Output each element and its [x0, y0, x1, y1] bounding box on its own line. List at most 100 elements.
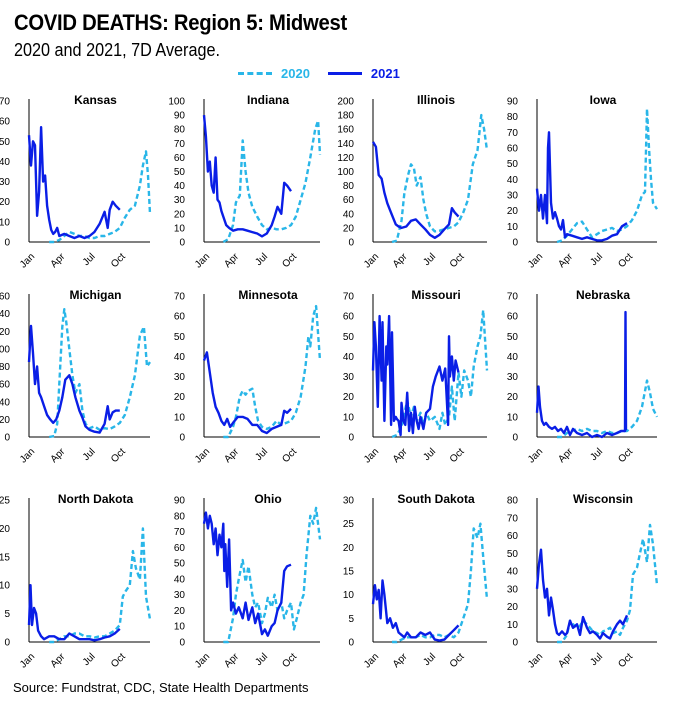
y-tick-label: 10 [507, 620, 519, 631]
y-tick-label: 10 [507, 222, 519, 233]
y-tick-label: 0 [179, 433, 185, 444]
chart-panel-indiana: Indiana 0 10 20 30 40 50 60 70 80 90 100 Jan Apr Jul Oc… [168, 93, 322, 271]
y-tick-label: 70 [174, 139, 186, 150]
y-tick-label: 20 [507, 602, 519, 613]
y-tick-label: 10 [174, 223, 186, 234]
y-tick-label: 60 [343, 312, 355, 323]
y-tick-label: 30 [174, 372, 186, 383]
y-tick-label: 120 [337, 153, 354, 164]
x-tick-label: Oct [616, 651, 635, 670]
y-tick-label: 10 [0, 581, 10, 592]
x-tick-label: Oct [448, 251, 467, 270]
chart-title: Iowa [590, 93, 617, 107]
y-tick-label: 20 [0, 197, 10, 208]
y-tick-label: 30 [343, 496, 355, 507]
series-line-2020 [392, 522, 489, 644]
series-line-2021 [371, 141, 460, 240]
y-tick-label: 40 [0, 397, 10, 408]
series-line-2021 [371, 314, 460, 437]
y-tick-label: 0 [348, 238, 354, 249]
x-tick-label: Apr [556, 446, 575, 465]
y-tick-label: 40 [0, 157, 10, 168]
chart-title: Kansas [74, 93, 117, 107]
series-line-2020 [391, 113, 489, 244]
series-line-2020 [557, 523, 659, 644]
chart-panel-north-dakota: North Dakota 0 5 10 15 20 25 Jan Apr Jul Oct [0, 492, 152, 671]
x-tick-label: Jan [193, 446, 212, 465]
series-line-2021 [202, 114, 292, 238]
page-title: COVID DEATHS: Region 5: Midwest [14, 10, 347, 35]
series-line-2021 [371, 579, 460, 642]
y-tick-label: 80 [343, 181, 355, 192]
y-tick-label: 0 [4, 638, 10, 649]
series-line-2020 [223, 506, 322, 644]
y-tick-label: 70 [343, 292, 355, 303]
y-tick-label: 20 [174, 606, 186, 617]
y-tick-label: 30 [174, 590, 186, 601]
y-tick-label: 10 [174, 622, 186, 633]
y-tick-label: 70 [174, 527, 186, 538]
series-line-2021 [27, 125, 121, 240]
y-tick-label: 20 [174, 392, 186, 403]
y-tick-label: 80 [174, 125, 186, 136]
x-tick-label: Jul [421, 651, 438, 668]
chart-panel-illinois: Illinois 0 20 40 60 80 100 120 140 160 180 200 Jan Ap… [337, 93, 489, 271]
x-tick-label: Oct [109, 651, 128, 670]
y-tick-label: 160 [337, 125, 354, 136]
y-tick-label: 100 [168, 97, 185, 108]
x-tick-label: Oct [280, 251, 299, 270]
y-tick-label: 25 [0, 496, 10, 507]
legend: 2020 2021 [238, 64, 418, 82]
x-tick-label: Apr [49, 651, 68, 670]
y-tick-label: 180 [337, 111, 354, 122]
x-tick-label: Apr [49, 446, 68, 465]
y-tick-label: 30 [507, 584, 519, 595]
x-tick-label: Apr [556, 651, 575, 670]
y-tick-label: 70 [507, 292, 519, 303]
y-tick-label: 0 [179, 238, 185, 249]
y-tick-label: 60 [0, 380, 10, 391]
y-tick-label: 80 [507, 112, 519, 123]
y-tick-label: 60 [507, 144, 519, 155]
x-tick-label: Jan [362, 651, 381, 670]
x-tick-label: Oct [109, 251, 128, 270]
y-tick-label: 70 [174, 292, 186, 303]
y-tick-label: 50 [174, 167, 186, 178]
y-tick-label: 80 [507, 496, 519, 507]
y-tick-label: 40 [174, 352, 186, 363]
y-tick-label: 60 [174, 312, 186, 323]
y-tick-label: 40 [174, 181, 186, 192]
source-note: Source: Fundstrat, CDC, State Health Dep… [13, 680, 309, 695]
chart-panel-kansas: Kansas 0 10 20 30 40 50 60 70 Jan Apr Jul Oct [0, 93, 152, 271]
y-tick-label: 120 [0, 327, 10, 338]
y-tick-label: 50 [0, 137, 10, 148]
y-tick-label: 20 [343, 392, 355, 403]
y-tick-label: 140 [0, 309, 10, 320]
y-tick-label: 90 [174, 496, 186, 507]
y-tick-label: 30 [507, 372, 519, 383]
y-tick-label: 0 [4, 238, 10, 249]
y-tick-label: 70 [0, 97, 10, 108]
chart-title: Nebraska [576, 288, 630, 302]
y-tick-label: 30 [507, 191, 519, 202]
y-tick-label: 140 [337, 139, 354, 150]
x-tick-label: Oct [616, 251, 635, 270]
y-tick-label: 20 [174, 209, 186, 220]
legend-label-2020: 2020 [281, 65, 310, 81]
series-line-2021 [202, 511, 292, 637]
x-tick-label: Oct [280, 446, 299, 465]
y-tick-label: 100 [337, 167, 354, 178]
y-tick-label: 5 [4, 609, 10, 620]
x-tick-label: Apr [222, 251, 241, 270]
x-tick-label: Jan [18, 446, 37, 465]
y-tick-label: 70 [507, 128, 519, 139]
y-tick-label: 60 [507, 312, 519, 323]
y-tick-label: 15 [0, 552, 10, 563]
x-tick-label: Jan [18, 251, 37, 270]
y-tick-label: 30 [343, 372, 355, 383]
y-tick-label: 0 [512, 238, 518, 249]
y-tick-label: 0 [348, 433, 354, 444]
y-tick-label: 5 [348, 614, 354, 625]
series-line-2021 [535, 131, 628, 242]
